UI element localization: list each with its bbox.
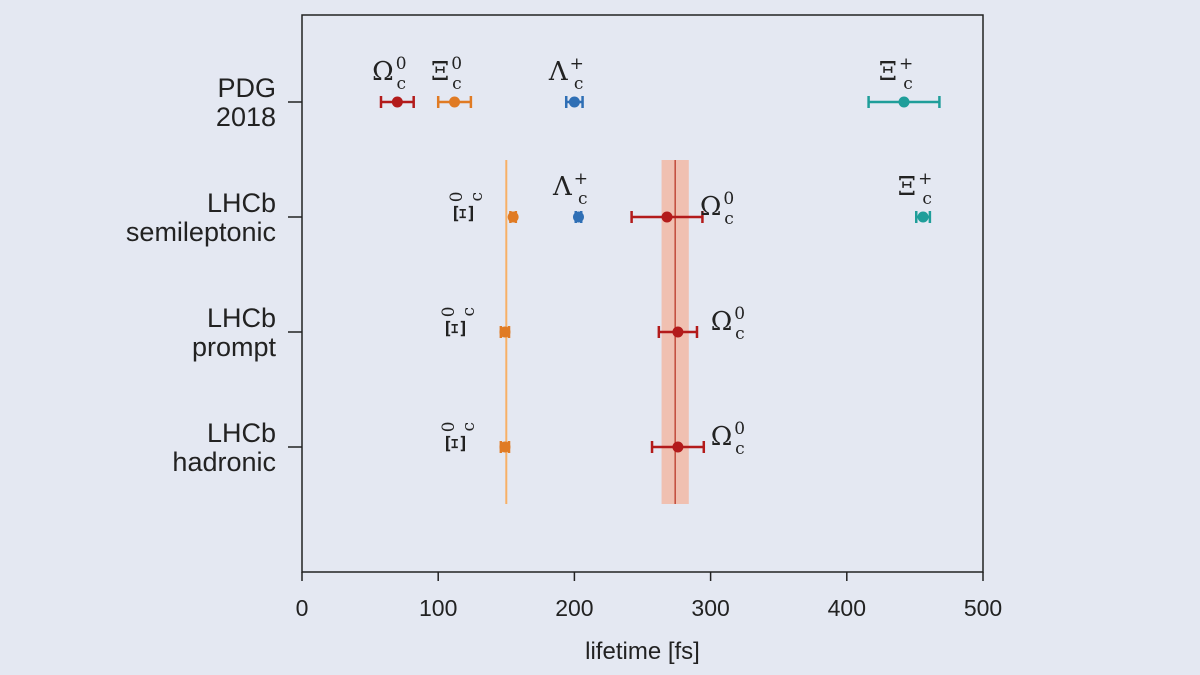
x-tick-label: 300 bbox=[691, 595, 729, 621]
row-label-line2: prompt bbox=[192, 332, 277, 362]
particle-label: Ξ0c bbox=[439, 421, 479, 452]
x-tick-label: 500 bbox=[964, 595, 1002, 621]
data-point-xi_c0: Ξ0c bbox=[439, 306, 511, 338]
row-label-line1: PDG bbox=[217, 73, 276, 103]
particle-label: Ξ + c bbox=[898, 169, 933, 209]
x-axis: 0 100 200 300 400 500 bbox=[296, 572, 1002, 621]
row-label-line1: LHCb bbox=[207, 303, 276, 333]
particle-label: Ξ + c bbox=[879, 54, 914, 94]
point-marker bbox=[507, 211, 519, 223]
data-point-lambda_c_plus: Λ + c bbox=[552, 169, 588, 223]
point-marker bbox=[391, 96, 403, 108]
point-marker bbox=[672, 441, 684, 453]
data-point-xi_c_plus: Ξ + c bbox=[867, 54, 941, 108]
particle-label: Λ + c bbox=[548, 54, 584, 94]
data-point-xi_c_plus: Ξ + c bbox=[898, 169, 933, 223]
particle-label: Ξ0c bbox=[439, 306, 479, 337]
point-marker bbox=[917, 211, 929, 223]
point-marker bbox=[898, 96, 910, 108]
row-label-line2: semileptonic bbox=[126, 217, 276, 247]
particle-label: Λ + c bbox=[552, 169, 588, 209]
point-marker bbox=[449, 96, 461, 108]
row-label-line1: LHCb bbox=[207, 188, 276, 218]
data-point-xi_c0: Ξ0c bbox=[447, 191, 519, 223]
data-point-lambda_c_plus: Λ + c bbox=[548, 54, 584, 108]
point-marker bbox=[499, 326, 511, 338]
x-tick-label: 200 bbox=[555, 595, 593, 621]
x-tick-label: 400 bbox=[828, 595, 866, 621]
row-label-line2: 2018 bbox=[216, 102, 276, 132]
point-marker bbox=[672, 326, 684, 338]
point-marker bbox=[572, 211, 584, 223]
point-marker bbox=[499, 441, 511, 453]
plot-frame bbox=[301, 14, 984, 573]
y-axis: PDG2018LHCbsemileptonicLHCbpromptLHCbhad… bbox=[126, 73, 302, 477]
point-marker bbox=[568, 96, 580, 108]
data-points: Ω 0 c Ξ 0 c Λ + c Ξ + c Ξ0c Λ + c Ω 0 c Ξ + c Ξ0c Ω 0 c Ξ0c Ω 0 c bbox=[372, 54, 941, 459]
particle-label: Ξ0c bbox=[447, 191, 487, 222]
x-axis-title: lifetime [fs] bbox=[585, 638, 700, 665]
row-label-line1: LHCb bbox=[207, 418, 276, 448]
x-tick-label: 100 bbox=[419, 595, 457, 621]
point-marker bbox=[661, 211, 673, 223]
x-tick-label: 0 bbox=[296, 595, 309, 621]
data-point-xi_c0: Ξ0c bbox=[439, 421, 511, 453]
row-label-line2: hadronic bbox=[172, 447, 276, 477]
